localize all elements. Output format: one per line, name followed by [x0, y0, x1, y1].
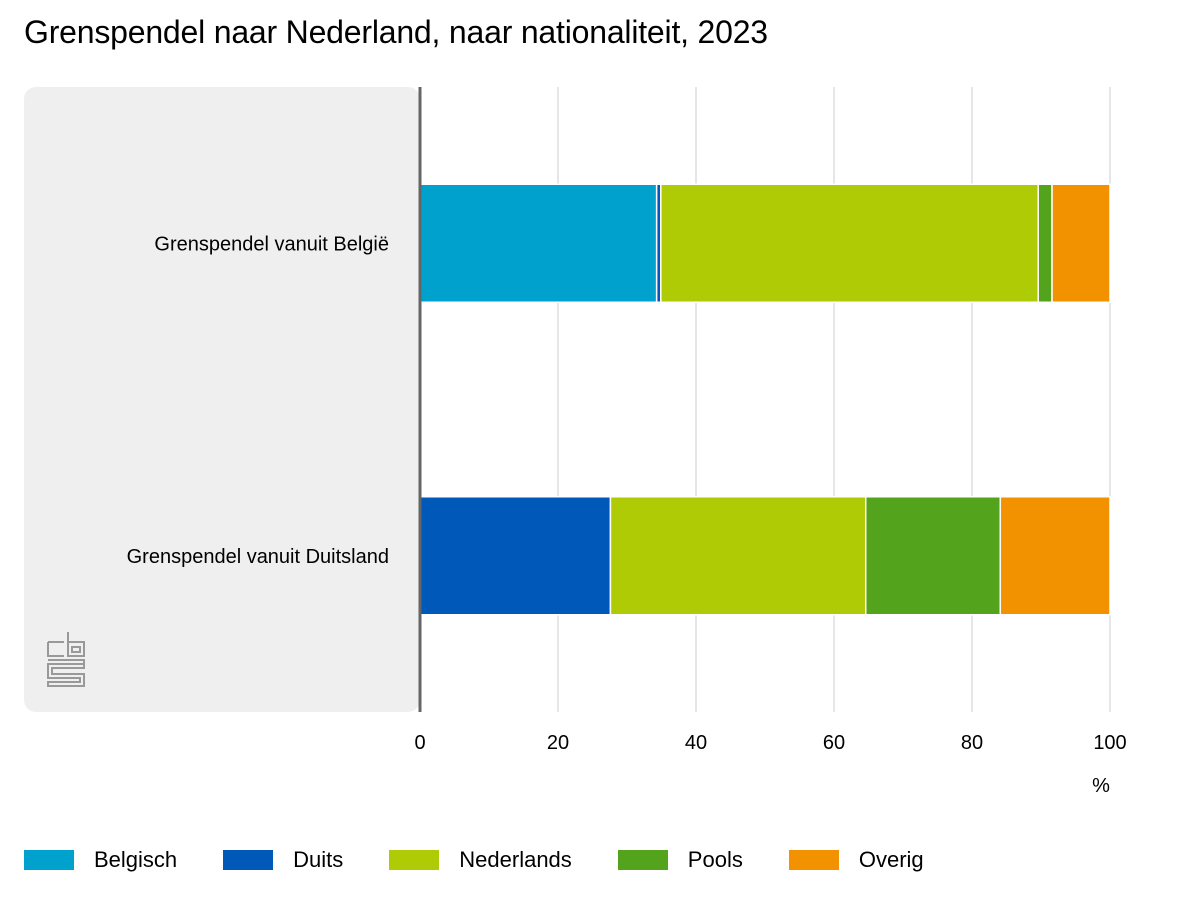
bar-segment-pools[interactable] [1038, 184, 1052, 302]
legend-label: Pools [688, 847, 743, 873]
category-label: Grenspendel vanuit Duitsland [127, 546, 389, 568]
legend-label: Overig [859, 847, 924, 873]
legend-swatch [789, 850, 839, 870]
legend-label: Duits [293, 847, 343, 873]
bar-segment-overig[interactable] [1052, 184, 1110, 302]
bars [420, 184, 1110, 615]
bar-segment-nederlands[interactable] [661, 184, 1038, 302]
x-tick-label: 80 [961, 732, 983, 754]
x-tick-label: 60 [823, 732, 845, 754]
category-panel [24, 87, 420, 712]
bar-segment-duits[interactable] [420, 497, 610, 615]
x-tick-labels: 0 20 40 60 80 100 [414, 732, 1126, 754]
bar-segment-nederlands[interactable] [610, 497, 865, 615]
legend: Belgisch Duits Nederlands Pools Overig [24, 842, 970, 878]
legend-item-belgisch[interactable]: Belgisch [24, 847, 177, 873]
category-label: Grenspendel vanuit België [154, 233, 389, 255]
legend-item-nederlands[interactable]: Nederlands [389, 847, 572, 873]
chart: Grenspendel vanuit België Grenspendel van… [0, 0, 1200, 900]
legend-swatch [24, 850, 74, 870]
gridlines [558, 87, 1110, 712]
legend-swatch [389, 850, 439, 870]
legend-swatch [618, 850, 668, 870]
x-tick-label: 40 [685, 732, 707, 754]
bar-segment-overig[interactable] [1000, 497, 1110, 615]
x-tick-label: 0 [414, 732, 425, 754]
legend-swatch [223, 850, 273, 870]
x-unit-label: % [1092, 775, 1110, 797]
legend-label: Nederlands [459, 847, 572, 873]
legend-item-duits[interactable]: Duits [223, 847, 343, 873]
x-tick-label: 100 [1093, 732, 1126, 754]
legend-label: Belgisch [94, 847, 177, 873]
x-tick-label: 20 [547, 732, 569, 754]
legend-item-pools[interactable]: Pools [618, 847, 743, 873]
bar-segment-pools[interactable] [866, 497, 1001, 615]
bar-segment-belgisch[interactable] [420, 184, 657, 302]
legend-item-overig[interactable]: Overig [789, 847, 924, 873]
